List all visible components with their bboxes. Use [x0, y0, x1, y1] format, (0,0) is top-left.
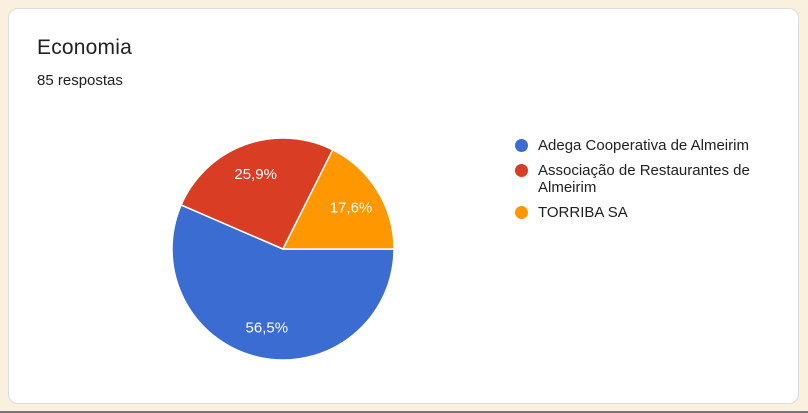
chart-legend: Adega Cooperativa de Almeirim Associação … — [515, 137, 783, 229]
summary-card: Economia 85 respostas 56,5% 25,9% 17,6% Ad… — [8, 8, 799, 404]
pie-chart[interactable]: 56,5% 25,9% 17,6% — [170, 136, 396, 362]
response-count: 85 respostas — [37, 72, 123, 89]
pie-slice-2[interactable] — [282, 149, 395, 250]
pie-slice-label-0: 56,5% — [246, 320, 289, 337]
pie-slice-label-2: 17,6% — [330, 199, 373, 216]
legend-swatch-icon — [515, 139, 528, 152]
legend-item-0: Adega Cooperativa de Almeirim — [515, 137, 783, 154]
bottom-edge-line — [0, 411, 808, 413]
pie-slice-label-1: 25,9% — [234, 166, 277, 183]
legend-swatch-icon — [515, 164, 528, 177]
legend-label: TORRIBA SA — [538, 204, 628, 221]
legend-label: Adega Cooperativa de Almeirim — [538, 137, 749, 154]
question-title: Economia — [37, 36, 132, 59]
legend-item-2: TORRIBA SA — [515, 204, 783, 221]
pie-slice-0[interactable] — [171, 204, 395, 361]
legend-swatch-icon — [515, 206, 528, 219]
legend-item-1: Associação de Restaurantes de Almeirim — [515, 162, 783, 196]
legend-label: Associação de Restaurantes de Almeirim — [538, 162, 750, 196]
pie-slice-1[interactable] — [180, 137, 334, 250]
